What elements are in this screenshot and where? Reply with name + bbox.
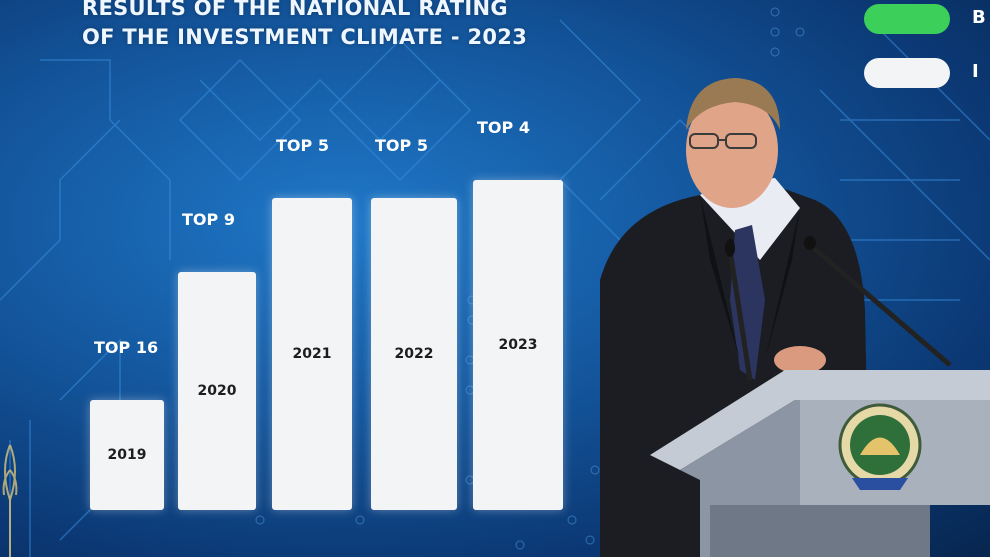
bar-2020: 2020 xyxy=(178,271,256,510)
legend-swatch-white xyxy=(864,58,950,88)
bar-year-label: 2023 xyxy=(498,337,538,353)
bar-year-label: 2020 xyxy=(197,382,237,399)
legend-label-white: I xyxy=(972,61,979,82)
speaker-hands xyxy=(774,346,826,374)
rank-label-2023: TOP 4 xyxy=(477,118,530,137)
glasses xyxy=(689,133,757,149)
bar-year-label: 2021 xyxy=(292,346,332,363)
podium-top xyxy=(650,370,990,470)
coat-of-arms-emblem xyxy=(838,403,922,490)
bar-year-label: 2022 xyxy=(394,346,434,363)
legend-swatch-green xyxy=(864,4,950,34)
speaker-at-podium xyxy=(600,78,990,557)
rank-label-2022: TOP 5 xyxy=(375,136,428,156)
bar-year-label: 2019 xyxy=(107,447,147,463)
bar-2019: 2019 xyxy=(90,400,164,510)
rank-label-2020: TOP 9 xyxy=(182,209,235,229)
screen-title: RESULTS OF THE NATIONAL RATING OF THE IN… xyxy=(82,0,528,49)
bar-2023: 2023 xyxy=(473,180,563,510)
microphone-right xyxy=(808,243,952,367)
bar-2021: 2021 xyxy=(272,198,352,510)
rank-label-2019: TOP 16 xyxy=(94,338,159,357)
legend-label-green: В xyxy=(972,7,986,28)
rank-label-2021: TOP 5 xyxy=(276,136,329,156)
speaker-head xyxy=(686,92,778,208)
bar-2022: 2022 xyxy=(371,198,457,510)
necktie xyxy=(730,225,765,380)
microphone-left xyxy=(727,249,753,381)
speaker-hair xyxy=(686,78,780,130)
